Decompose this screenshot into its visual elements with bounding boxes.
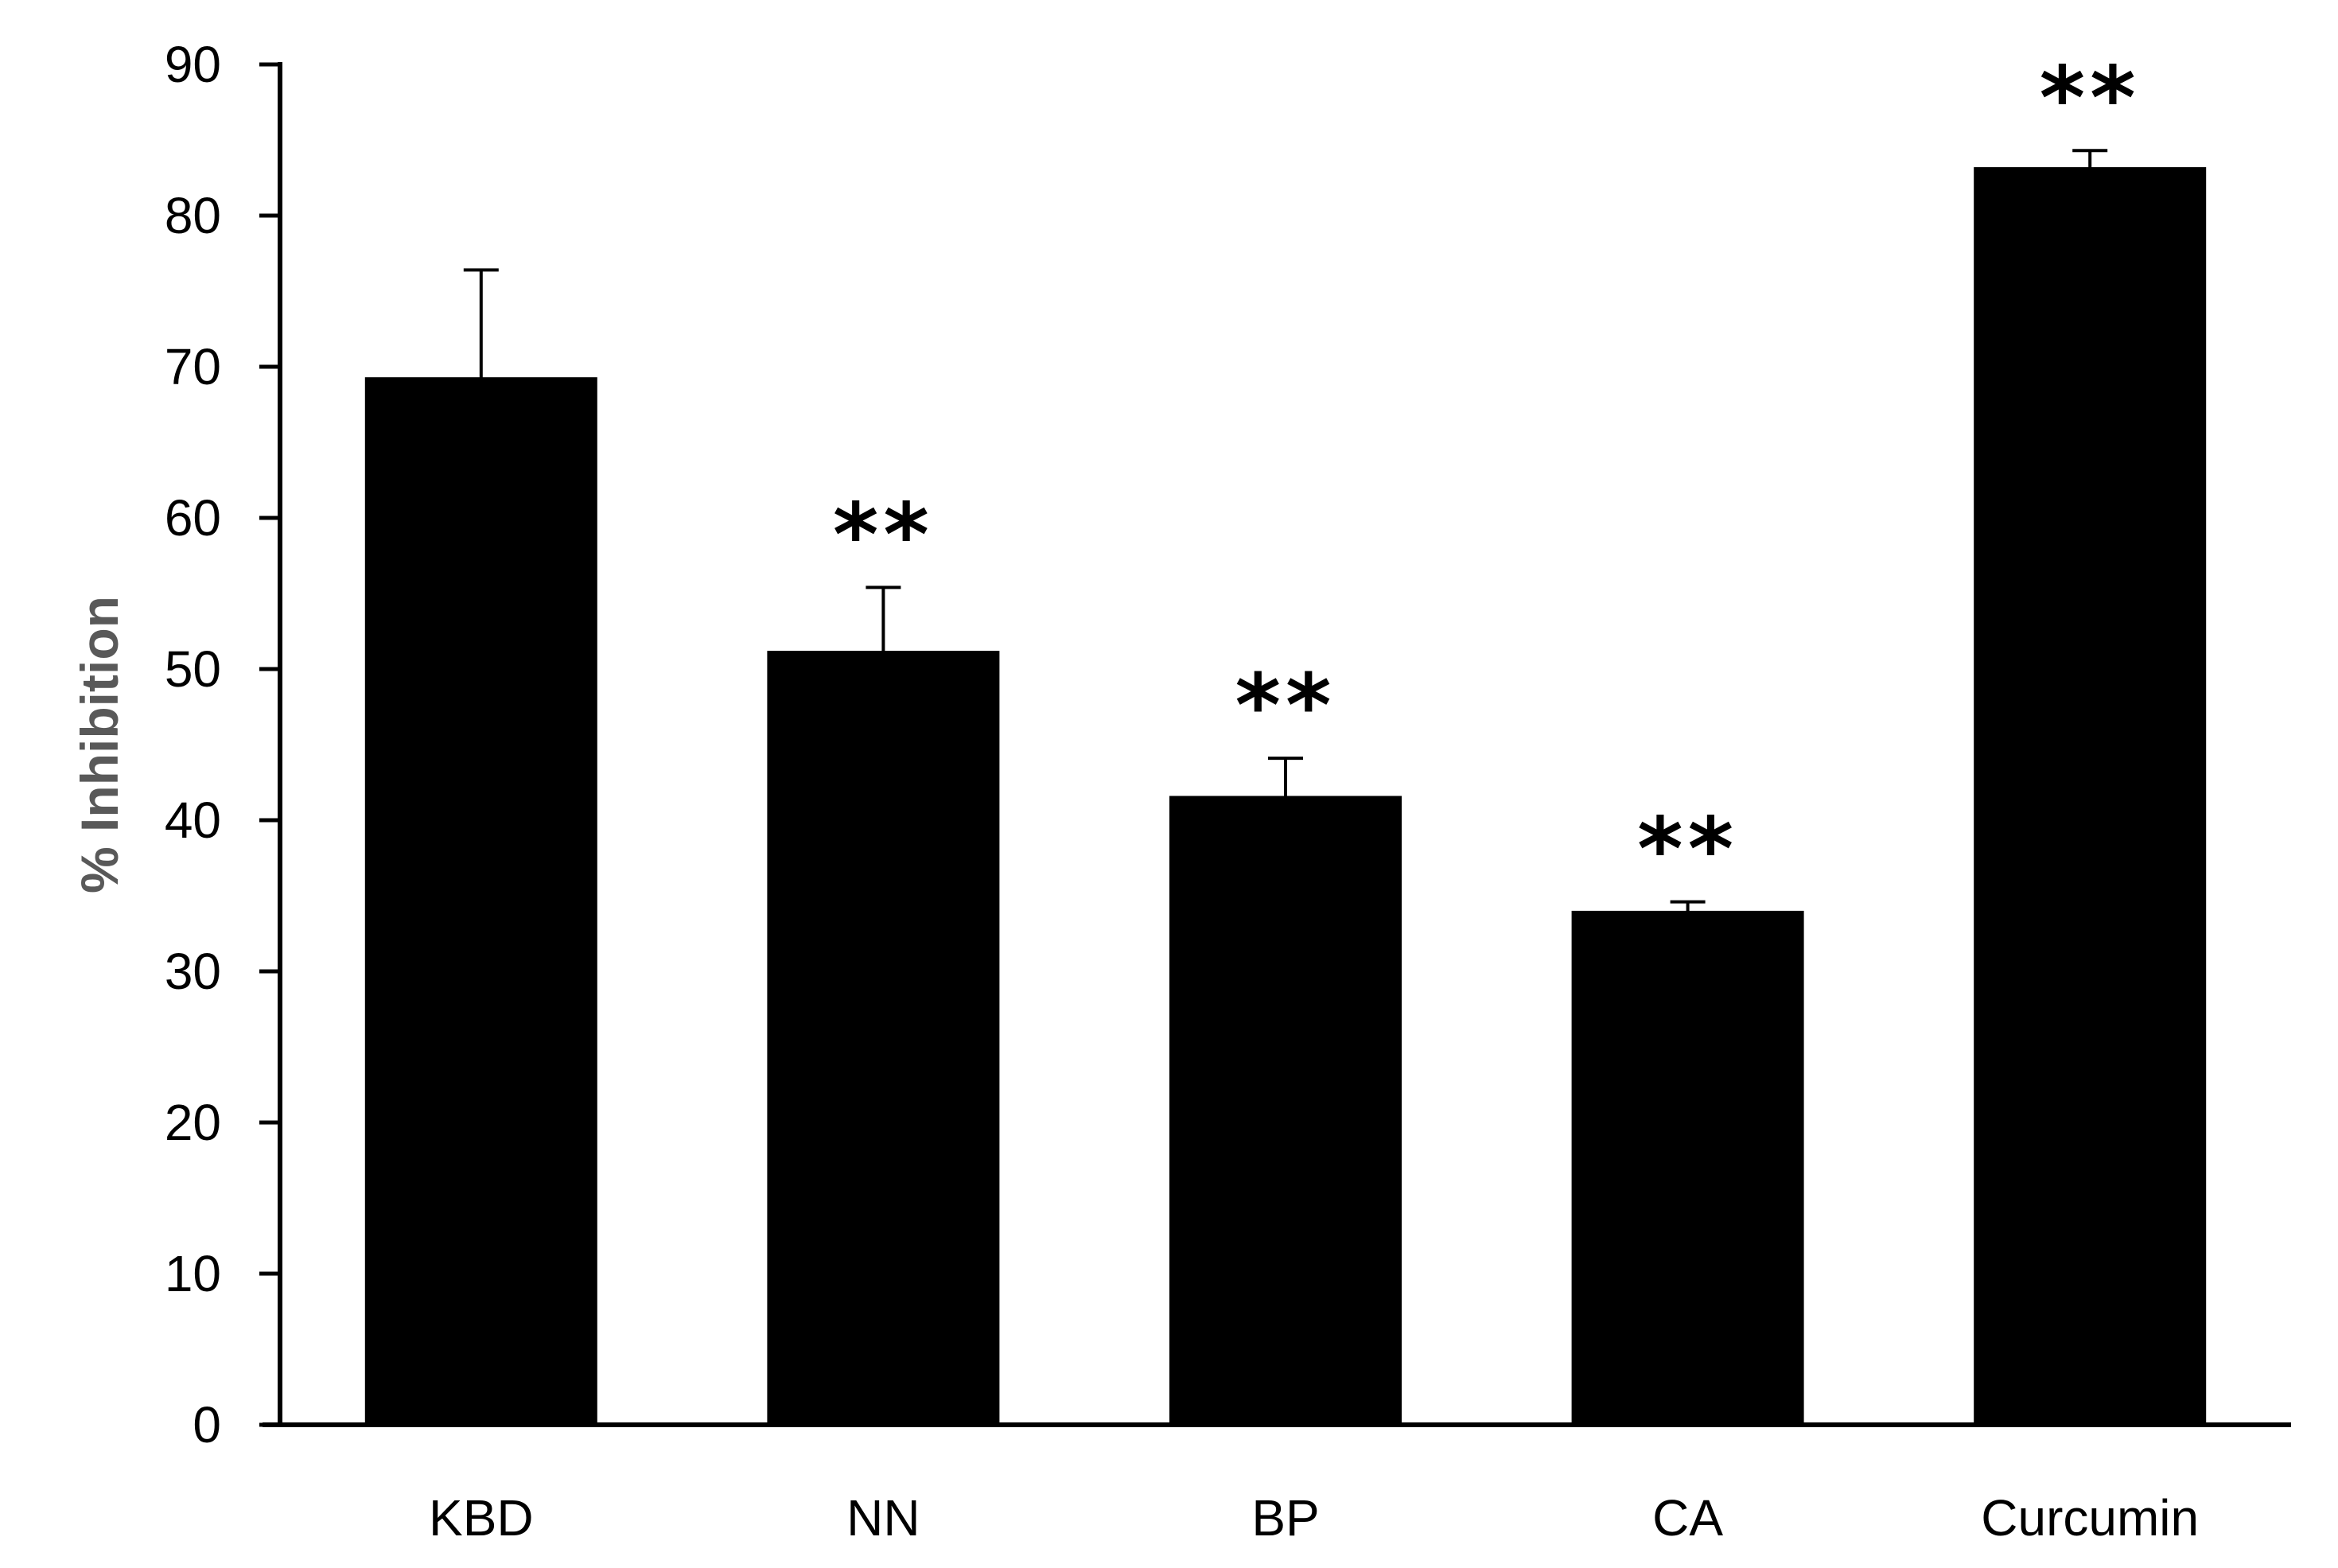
bar-nn (767, 651, 1000, 1426)
significance-curcumin: ** (2040, 47, 2141, 149)
x-tick-label-nn: NN (846, 1489, 920, 1547)
y-tick-label: 0 (193, 1396, 221, 1453)
x-tick-label-bp: BP (1251, 1489, 1319, 1547)
y-axis-ticks: 0 10 20 30 40 50 60 70 80 90 (165, 36, 280, 1453)
x-tick-label-kbd: KBD (429, 1489, 534, 1547)
bar-curcumin (1974, 167, 2207, 1427)
y-axis-title: % Inhibition (70, 596, 129, 893)
x-tick-label-ca: CA (1652, 1489, 1723, 1547)
error-bars (463, 149, 2108, 912)
x-tick-label-curcumin: Curcumin (1981, 1489, 2199, 1547)
bar-kbd (364, 377, 597, 1427)
bar-ca (1571, 910, 1804, 1426)
y-tick-label: 40 (165, 792, 221, 849)
y-tick-label: 20 (165, 1094, 221, 1151)
y-tick-label: 70 (165, 338, 221, 395)
bar-bp (1169, 796, 1402, 1426)
x-axis-labels: KBD NN BP CA Curcumin (429, 1489, 2199, 1547)
y-tick-label: 90 (165, 36, 221, 93)
significance-ca: ** (1637, 799, 1738, 901)
y-tick-label: 30 (165, 943, 221, 1000)
y-tick-label: 50 (165, 640, 221, 698)
y-tick-label: 60 (165, 489, 221, 547)
significance-bp: ** (1235, 655, 1336, 757)
y-tick-label: 80 (165, 187, 221, 244)
significance-markers: ** ** ** ** (833, 47, 2141, 901)
significance-nn: ** (833, 484, 934, 586)
y-tick-label: 10 (165, 1245, 221, 1302)
